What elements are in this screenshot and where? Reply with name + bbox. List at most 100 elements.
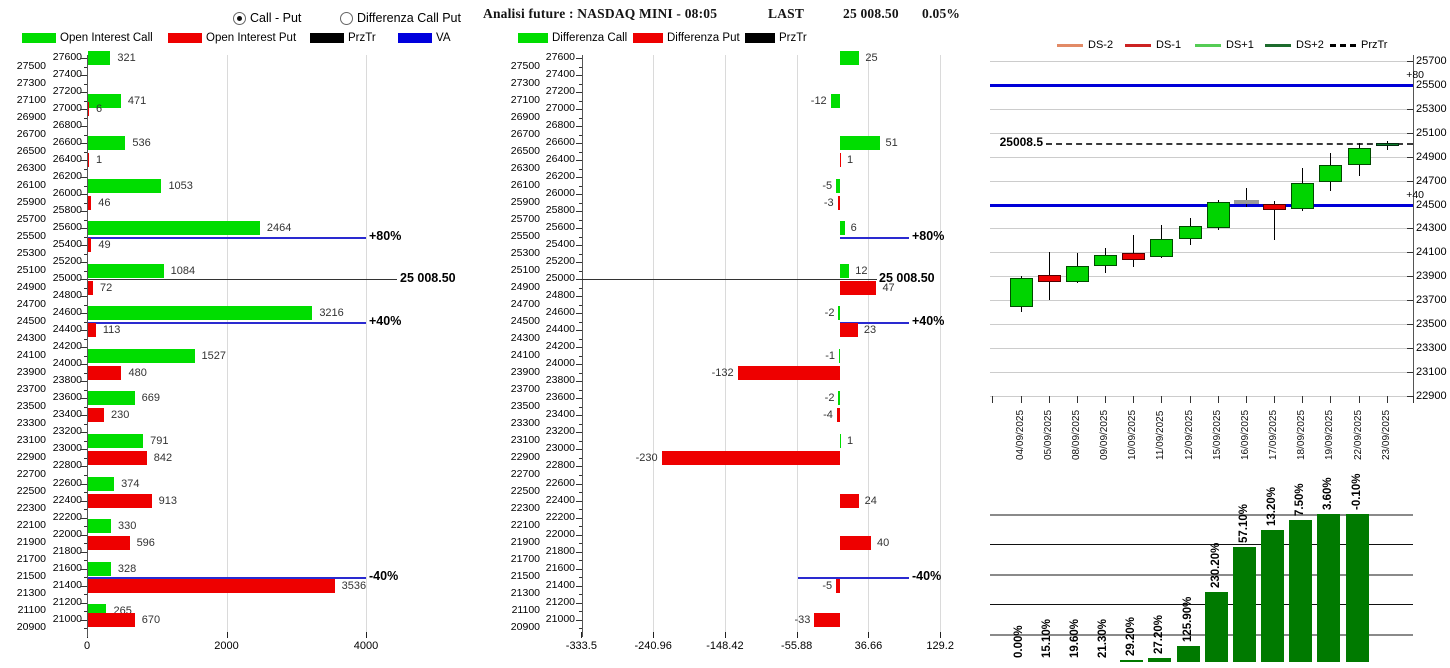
- grid-line: [990, 395, 1413, 397]
- oi-put-bar: [88, 612, 135, 627]
- strike-label: 27500: [510, 59, 540, 72]
- strike-tick: [579, 66, 582, 68]
- x-axis-tick: [1302, 396, 1304, 403]
- strike-label: 22500: [16, 485, 46, 497]
- oi-call-bar: [88, 561, 111, 576]
- date-label: 17/09/2025: [1268, 409, 1280, 460]
- strike-tick: [579, 526, 582, 528]
- oi-put-bar: [88, 493, 152, 508]
- oi-put-bar: [88, 323, 96, 338]
- pct-bar: [1345, 514, 1369, 662]
- price-tick: [1407, 300, 1413, 302]
- prztr-label: 25 008.50: [400, 270, 456, 285]
- y-axis-line: [582, 55, 583, 637]
- radio-differenza-call-put-label[interactable]: Differenza Call Put: [357, 11, 461, 25]
- strike-tick: [576, 568, 582, 570]
- legend-label: PrzTr: [779, 32, 807, 44]
- price-label: 23100: [1416, 366, 1447, 379]
- candle-body: [1347, 147, 1371, 166]
- strike-label: 27400: [545, 68, 575, 81]
- strike-label: 25600: [545, 221, 575, 234]
- strike-label: 26200: [545, 170, 575, 183]
- strike-label: 25400: [52, 238, 82, 251]
- strike-tick: [576, 500, 582, 502]
- oi-put-bar: [88, 153, 89, 168]
- strike-label: 22300: [510, 502, 540, 515]
- radio-differenza-call-put[interactable]: [340, 12, 353, 25]
- x-axis-label: -333.5: [565, 640, 597, 652]
- bar-value-label: 113: [102, 324, 121, 337]
- strike-tick: [579, 406, 582, 408]
- price-tick: [1407, 61, 1413, 62]
- pct-label: 13.20%: [1266, 486, 1279, 526]
- grid-line: [990, 574, 1413, 576]
- strike-label: 21500: [16, 570, 46, 583]
- strike-tick: [576, 602, 582, 604]
- grid-line: [990, 61, 1413, 62]
- strike-tick: [576, 330, 582, 332]
- oi-call-bar: [88, 519, 112, 534]
- strike-tick: [84, 83, 87, 85]
- x-axis-tick: [1330, 396, 1332, 403]
- grid-line: [226, 55, 228, 632]
- price-label: 25700: [1416, 55, 1447, 67]
- strike-tick: [84, 151, 87, 153]
- strike-tick: [579, 185, 582, 187]
- date-label: 18/09/2025: [1296, 409, 1308, 460]
- strike-tick: [81, 279, 87, 281]
- strike-tick: [81, 58, 87, 59]
- price-label: 24700: [1416, 174, 1447, 187]
- date-label: 04/09/2025: [1014, 409, 1026, 460]
- oi-call-bar: [88, 306, 313, 321]
- strike-tick: [579, 219, 582, 221]
- bar-value-label: 3216: [319, 307, 344, 320]
- strike-label: 22200: [52, 510, 82, 523]
- pct-label: 230.20%: [1209, 542, 1222, 588]
- strike-tick: [81, 398, 87, 400]
- radio-call-put-label[interactable]: Call - Put: [250, 11, 302, 25]
- bar-value-label: 480: [128, 366, 147, 379]
- strike-tick: [81, 432, 87, 434]
- price-tick: [1407, 348, 1413, 350]
- strike-label: 21000: [52, 612, 82, 625]
- bar-value-label: -2: [824, 307, 835, 320]
- strike-tick: [579, 440, 582, 442]
- strike-tick: [576, 211, 582, 213]
- strike-label: 22000: [545, 527, 575, 540]
- x-axis-tick: [1076, 396, 1078, 403]
- strike-label: 24900: [510, 280, 540, 293]
- candle-body: [1178, 225, 1202, 240]
- bar-value-label: -5: [822, 179, 833, 192]
- strike-tick: [576, 585, 582, 587]
- panel-title: Analisi future : NASDAQ MINI - 08:05: [483, 6, 718, 21]
- strike-label: 23200: [52, 425, 82, 438]
- date-label: 15/09/2025: [1211, 409, 1223, 460]
- last-value: 25 008.50: [843, 6, 899, 21]
- diff-put-bar: [661, 450, 840, 465]
- price-tick: [1407, 228, 1413, 230]
- date-label: 09/09/2025: [1099, 409, 1110, 460]
- grid-line: [990, 544, 1413, 545]
- strike-label: 21400: [545, 578, 575, 591]
- strike-tick: [579, 457, 582, 459]
- va-label: +80%: [369, 228, 402, 243]
- strike-label: 20900: [510, 621, 540, 634]
- bar-value-label: 6: [850, 222, 857, 235]
- va-line: [88, 577, 366, 580]
- strike-tick: [576, 381, 582, 383]
- strike-label: 23500: [16, 399, 46, 412]
- strike-label: 22400: [545, 493, 575, 506]
- candle-body: [1291, 183, 1315, 210]
- legend-label: Differenza Put: [667, 32, 740, 44]
- strike-label: 24000: [52, 357, 82, 370]
- bar-value-label: 46: [98, 196, 111, 209]
- radio-call-put[interactable]: [233, 12, 246, 25]
- strike-tick: [81, 143, 87, 145]
- strike-tick: [579, 134, 582, 136]
- legend-swatch: [633, 33, 663, 43]
- bar-value-label: 23: [863, 324, 877, 337]
- oi-put-bar: [88, 365, 122, 380]
- strike-tick: [84, 185, 87, 187]
- strike-tick: [579, 474, 582, 476]
- strike-label: 22700: [510, 467, 540, 480]
